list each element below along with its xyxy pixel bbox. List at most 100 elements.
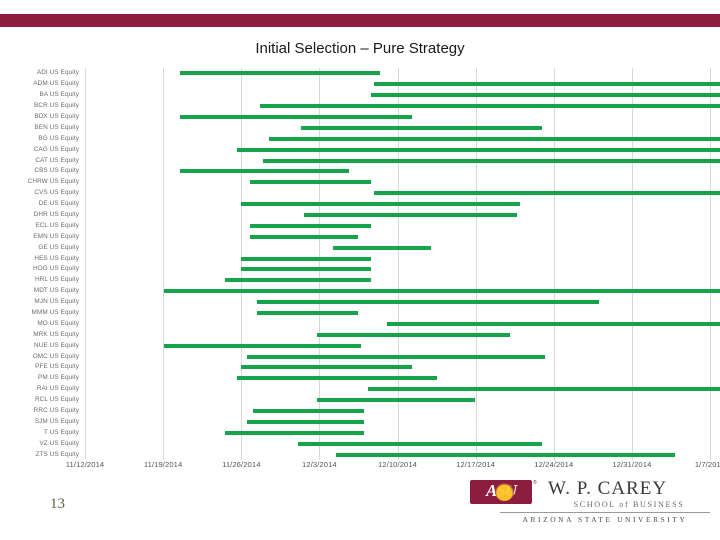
y-axis-tick-label: CBS US Equity <box>34 167 79 175</box>
gantt-bar <box>269 136 720 141</box>
y-axis-tick-label: HOG US Equity <box>32 265 79 273</box>
gantt-bar <box>370 93 720 98</box>
y-axis-tick-label: CAT US Equity <box>35 156 79 164</box>
gantt-bar <box>250 234 359 239</box>
gridline <box>710 68 711 460</box>
x-axis-tick-label: 12/31/2014 <box>612 460 652 469</box>
gantt-bar <box>180 71 381 76</box>
gridline <box>319 68 321 460</box>
carey-school-name: W. P. CAREY <box>548 478 668 499</box>
gantt-bar <box>240 267 371 272</box>
gantt-bar <box>373 191 720 196</box>
gantt-bar <box>246 419 365 424</box>
gridline <box>85 68 86 460</box>
y-axis-tick-label: CVS US Equity <box>34 189 79 197</box>
gridline <box>163 68 165 460</box>
gantt-bar <box>240 256 371 261</box>
y-axis-tick-label: BA US Equity <box>39 91 79 99</box>
gantt-bar <box>240 365 413 370</box>
page-title: Initial Selection – Pure Strategy <box>255 40 465 57</box>
y-axis-labels: ADI US Equity ADM US Equity BA US Equity BC… <box>0 68 85 460</box>
gantt-bar <box>332 245 432 250</box>
y-axis-tick-label: OMC US Equity <box>32 352 79 360</box>
gridline <box>631 68 633 460</box>
y-axis-tick-label: GE US Equity <box>38 243 79 251</box>
logo-divider <box>500 512 710 513</box>
plot-area <box>85 68 720 460</box>
gantt-bar <box>237 376 438 381</box>
y-axis-tick-label: HES US Equity <box>34 254 79 262</box>
gantt-bar <box>224 430 365 435</box>
gridline <box>553 68 555 460</box>
gantt-bar <box>224 278 371 283</box>
y-axis-tick-label: BCR US Equity <box>34 102 79 110</box>
asu-wpcarey-logo: ASU ® W. P. CAREY SCHOOL of BUSINESS ARI… <box>470 478 710 532</box>
y-axis-tick-label: CHRW US Equity <box>27 178 79 186</box>
slide-number: 13 <box>50 496 65 512</box>
gantt-bar <box>304 213 517 217</box>
y-axis-tick-label: CAG US Equity <box>33 145 79 153</box>
gridline <box>475 68 477 460</box>
y-axis-tick-label: ZTS US Equity <box>35 450 79 458</box>
gantt-bar <box>256 311 359 315</box>
gantt-bar <box>256 300 600 305</box>
gantt-bar <box>164 343 362 348</box>
gantt-bar <box>297 441 543 446</box>
y-axis-tick-label: BEN US Equity <box>34 123 79 131</box>
gantt-bar <box>373 82 720 87</box>
gantt-bar <box>250 223 371 228</box>
y-axis-tick-label: MJN US Equity <box>34 298 79 306</box>
carey-school-sub: SCHOOL of BUSINESS <box>573 500 685 509</box>
gantt-bar <box>250 180 371 185</box>
gantt-bar <box>253 409 365 413</box>
header-band <box>0 14 720 27</box>
y-axis-tick-label: BDX US Equity <box>34 113 79 120</box>
gantt-bar <box>237 147 720 152</box>
x-axis-tick-label: 12/3/2014 <box>302 460 337 469</box>
trademark-icon: ® <box>533 480 537 486</box>
y-axis-tick-label: ECL US Equity <box>35 221 79 229</box>
x-axis-tick-label: 1/7/2015 <box>694 460 720 469</box>
x-axis-tick-label: 11/26/2014 <box>222 460 261 469</box>
x-axis-tick-label: 12/10/2014 <box>377 460 418 469</box>
gantt-bar <box>240 202 520 207</box>
y-axis-tick-label: PFE US Equity <box>35 363 79 371</box>
gantt-bar <box>335 452 676 457</box>
gantt-bar <box>164 289 720 294</box>
x-axis-labels: 11/12/2014 11/19/2014 11/26/2014 12/3/2014 1… <box>0 460 720 474</box>
gantt-bar <box>367 387 720 392</box>
y-axis-tick-label: RAI US Equity <box>36 385 79 393</box>
y-axis-tick-label: MDT US Equity <box>33 287 79 295</box>
gantt-bar <box>386 321 720 326</box>
y-axis-tick-label: RCL US Equity <box>34 396 79 404</box>
gridline <box>241 68 243 460</box>
x-axis-tick-label: 11/19/2014 <box>143 460 183 469</box>
gantt-bar <box>259 104 720 109</box>
y-axis-tick-label: PM US Equity <box>38 374 79 382</box>
asu-sunburst-icon <box>495 483 514 501</box>
gantt-bar <box>180 169 349 174</box>
y-axis-tick-label: RRC US Equity <box>33 407 79 414</box>
gantt-chart: ADI US Equity ADM US Equity BA US Equity BC… <box>0 68 720 460</box>
gantt-bar <box>262 158 720 163</box>
asu-logo-icon: ASU ® <box>470 480 537 506</box>
gantt-bar <box>300 125 543 130</box>
y-axis-tick-label: MMM US Equity <box>31 309 79 316</box>
y-axis-tick-label: HRL US Equity <box>34 276 79 284</box>
y-axis-tick-label: T US Equity <box>43 428 79 436</box>
y-axis-tick-label: MO US Equity <box>37 319 79 327</box>
y-axis-tick-label: BG US Equity <box>38 134 79 142</box>
university-name: ARIZONA STATE UNIVERSITY <box>522 515 688 524</box>
gantt-bar <box>316 332 511 337</box>
x-axis-tick-label: 12/24/2014 <box>534 460 574 469</box>
y-axis-tick-label: NUE US Equity <box>34 341 79 349</box>
gantt-bar <box>180 115 413 119</box>
y-axis-tick-label: VZ US Equity <box>39 439 79 447</box>
y-axis-tick-label: DE US Equity <box>38 200 79 208</box>
carey-wordmark: W. P. CAREY SCHOOL of BUSINESS <box>548 478 710 510</box>
y-axis-tick-label: EMN US Equity <box>33 232 79 240</box>
x-axis-tick-label: 11/12/2014 <box>65 460 105 469</box>
gridline <box>397 68 399 460</box>
y-axis-tick-label: MRK US Equity <box>33 330 79 338</box>
y-axis-tick-label: ADM US Equity <box>33 80 79 88</box>
